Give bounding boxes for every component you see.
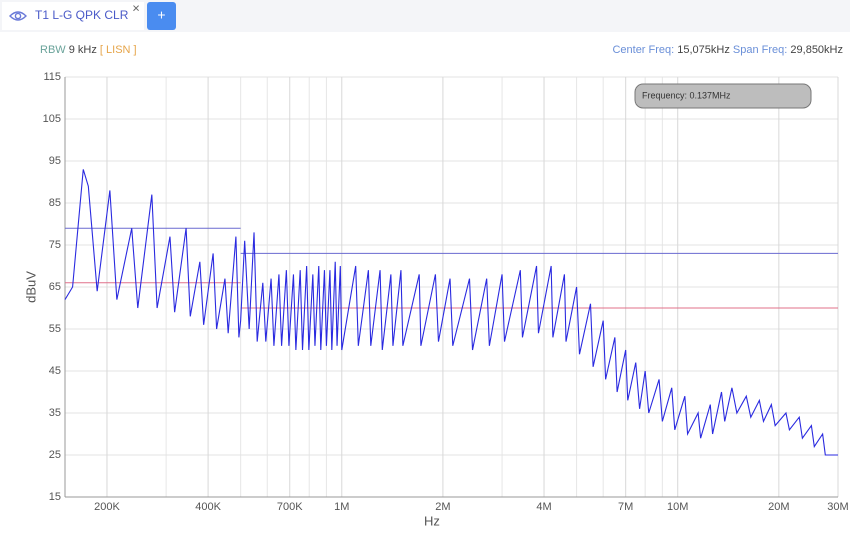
lisn: [ LISN ]: [100, 44, 137, 56]
y-axis-label: dBuV: [23, 271, 38, 303]
x-tick-label: 200K: [94, 501, 120, 513]
y-tick-label: 105: [43, 113, 61, 125]
tab-label: T1 L-G QPK CLR: [35, 8, 129, 22]
x-tick-label: 4M: [536, 501, 551, 513]
x-tick-label: 700K: [277, 501, 303, 513]
series-line: [64, 169, 838, 456]
span-label: Span Freq:: [733, 44, 787, 56]
y-tick-label: 55: [49, 323, 61, 335]
rbw-value: 9 kHz: [69, 44, 97, 56]
annotation-box: [634, 83, 812, 109]
x-tick-label: 7M: [618, 501, 633, 513]
add-tab-button[interactable]: [147, 2, 176, 30]
header-left: RBW 9 kHz [ LISN ]: [40, 44, 137, 56]
header-right: Center Freq: 15,075kHz Span Freq: 29,850…: [612, 44, 843, 56]
x-tick-label: 30M: [827, 501, 848, 513]
y-tick-label: 65: [49, 281, 61, 293]
center-value: 15,075kHz: [677, 44, 730, 56]
rbw-label: RBW: [40, 44, 66, 56]
eye-icon: [9, 11, 27, 21]
x-axis-label: Hz: [424, 513, 440, 528]
y-tick-label: 35: [49, 407, 61, 419]
x-tick-label: 20M: [768, 501, 789, 513]
y-tick-label: 25: [49, 449, 61, 461]
x-tick-label: 1M: [334, 501, 349, 513]
y-tick-label: 45: [49, 365, 61, 377]
x-tick-label: 2M: [435, 501, 450, 513]
x-tick-label: 10M: [667, 501, 688, 513]
add-tab-label: +: [157, 7, 165, 23]
y-tick-label: 15: [49, 491, 61, 503]
y-tick-label: 75: [49, 239, 61, 251]
y-tick-label: 115: [43, 71, 61, 83]
center-label: Center Freq:: [612, 44, 674, 56]
y-tick-label: 95: [49, 155, 61, 167]
x-tick-label: 400K: [195, 501, 221, 513]
plot: 15 25 35 45 55 65 75 85 95 105 115 200K 400K 700K 1M 2M…: [43, 71, 849, 513]
y-tick-label: 85: [49, 197, 61, 209]
tab-close[interactable]: ×: [132, 0, 140, 15]
annotation: Frequency: 0.137MHz: [642, 90, 731, 100]
span-value: 29,850kHz: [790, 44, 843, 56]
